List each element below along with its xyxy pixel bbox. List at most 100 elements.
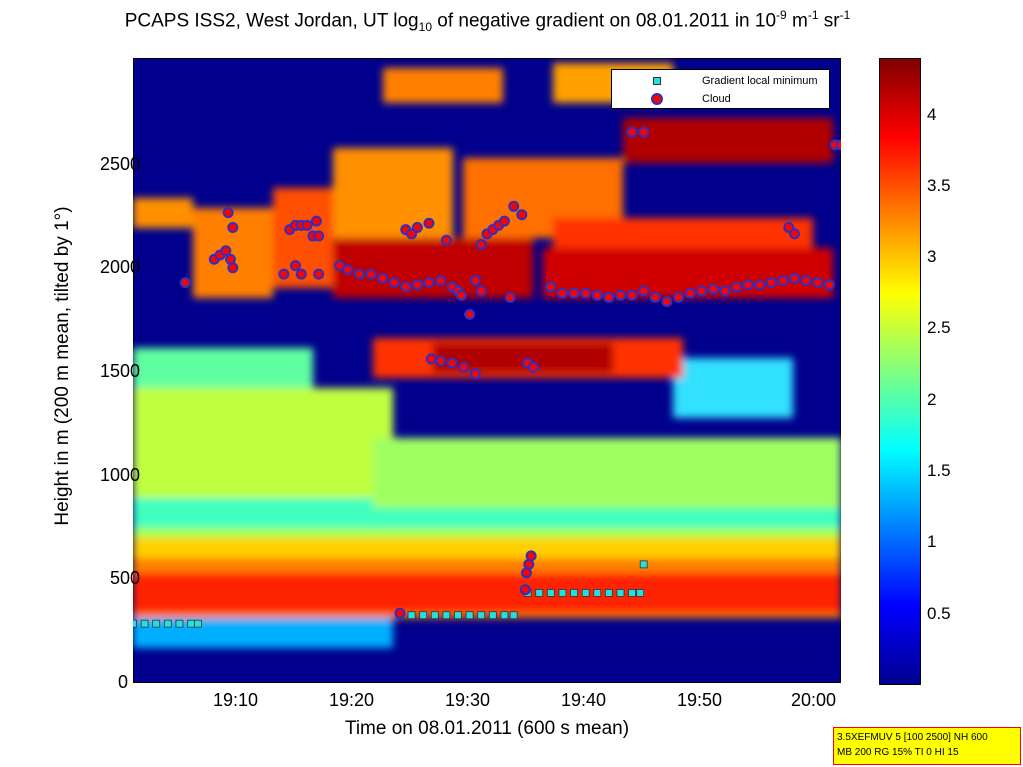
heatmap-plot [133, 63, 841, 648]
cloud-marker [556, 287, 568, 299]
legend-label: Cloud [702, 93, 731, 105]
y-tick-label: 0 [118, 672, 129, 692]
cloud-marker [719, 285, 731, 297]
x-tick-label: 19:50 [677, 690, 723, 710]
gradient-minimum-marker [581, 589, 590, 597]
settings-info-box: 3.5XEFMUV 5 [100 2500] NH 600 MB 200 RG … [833, 727, 1021, 765]
cloud-marker [227, 221, 239, 233]
gradient-minimum-marker [639, 560, 648, 569]
x-tick-label: 19:10 [213, 690, 259, 710]
cloud-marker [278, 268, 290, 280]
cloud-marker [603, 291, 615, 303]
colorbar-tick-label: 4 [927, 105, 937, 124]
colorbar-tick-label: 1 [927, 532, 937, 551]
cloud-marker [742, 279, 754, 291]
gradient-minimum-marker [140, 619, 149, 628]
heatmap-field [133, 63, 841, 648]
colorbar [879, 58, 921, 685]
cloud-marker [812, 277, 824, 289]
cloud-marker [614, 289, 626, 301]
heat-band [133, 618, 393, 648]
y-tick-label: 500 [110, 568, 141, 588]
cloud-marker [673, 291, 685, 303]
cloud-marker [835, 139, 841, 151]
gradient-minimum-marker [194, 619, 202, 628]
y-tick-label: 1500 [100, 361, 141, 381]
cloud-marker [684, 287, 696, 299]
cloud-marker [777, 274, 789, 286]
gradient-minimum-marker [546, 589, 555, 597]
cloud-marker [334, 260, 346, 272]
gradient-minimum-marker [604, 589, 613, 597]
heat-band [333, 238, 533, 298]
legend-item-gradient-minimum: Gradient local minimum [612, 73, 818, 89]
gradient-minimum-marker [488, 611, 497, 620]
cloud-marker [411, 279, 423, 291]
gradient-minimum-marker [163, 619, 172, 628]
gradient-minimum-marker [454, 611, 462, 620]
cloud-marker [464, 308, 476, 320]
cloud-marker [222, 207, 234, 219]
cloud-marker [458, 361, 470, 373]
gradient-minimum-marker [628, 589, 636, 597]
cloud-marker [365, 268, 377, 280]
cloud-marker [661, 296, 673, 308]
heat-band [133, 573, 841, 613]
heat-band [623, 118, 833, 163]
cloud-marker [591, 289, 603, 301]
cloud-marker [516, 209, 528, 221]
cloud-marker [626, 126, 638, 138]
x-tick-label: 20:00 [791, 690, 837, 710]
cloud-marker [527, 361, 539, 373]
cloud-marker [377, 272, 389, 284]
x-tick-label: 19:40 [561, 690, 607, 710]
cloud-marker [638, 126, 650, 138]
heat-band [383, 68, 503, 103]
colorbar-tick-label: 3 [927, 247, 937, 266]
gradient-minimum-marker [465, 611, 474, 620]
legend-item-cloud: Cloud [612, 91, 731, 107]
x-tick-label: 19:30 [445, 690, 491, 710]
cloud-marker [469, 274, 481, 286]
colorbar-tick-label: 2 [927, 390, 937, 409]
cloud-marker [435, 355, 447, 367]
colorbar-tick-label: 2.5 [927, 318, 951, 337]
cloud-marker [301, 219, 313, 231]
gradient-minimum-marker [133, 619, 137, 628]
info-line-1: 3.5XEFMUV 5 [100 2500] NH 600 [837, 732, 988, 743]
cloud-marker [423, 277, 435, 289]
heat-band [553, 218, 813, 248]
gradient-minimum-marker [535, 589, 544, 597]
cloud-marker [475, 285, 487, 297]
gradient-minimum-marker [407, 611, 416, 620]
gradient-minimum-marker [175, 619, 184, 628]
cloud-marker [455, 289, 467, 301]
gradient-minimum-marker [616, 589, 625, 597]
heat-band [673, 358, 793, 418]
x-axis-label: Time on 08.01.2011 (600 s mean) [344, 718, 630, 739]
cloud-marker [649, 291, 661, 303]
gradient-minimum-marker [636, 589, 645, 597]
cloud-marker [469, 368, 481, 380]
gradient-minimum-marker [593, 589, 602, 597]
cloud-marker [580, 287, 592, 299]
heat-band [133, 198, 193, 228]
cloud-marker [754, 279, 766, 291]
cloud-marker [446, 357, 458, 369]
info-line-2: MB 200 RG 15% TI 0 HI 15 [837, 747, 959, 758]
cloud-marker [423, 217, 435, 229]
cloud-marker [498, 215, 510, 227]
cloud-marker [545, 281, 557, 293]
cloud-marker [227, 262, 239, 274]
cloud-marker [400, 281, 412, 293]
heat-band [373, 438, 841, 508]
cloud-marker [353, 268, 365, 280]
y-axis-label: Height in m (200 m mean, tilted by 1°) [52, 206, 73, 526]
x-tick-label: 19:20 [329, 690, 375, 710]
cloud-marker [789, 272, 801, 284]
cloud-marker [626, 289, 638, 301]
cloud-marker [342, 264, 354, 276]
cloud-marker [638, 285, 650, 297]
gradient-minimum-marker [500, 611, 509, 620]
legend-label: Gradient local minimum [702, 75, 818, 87]
